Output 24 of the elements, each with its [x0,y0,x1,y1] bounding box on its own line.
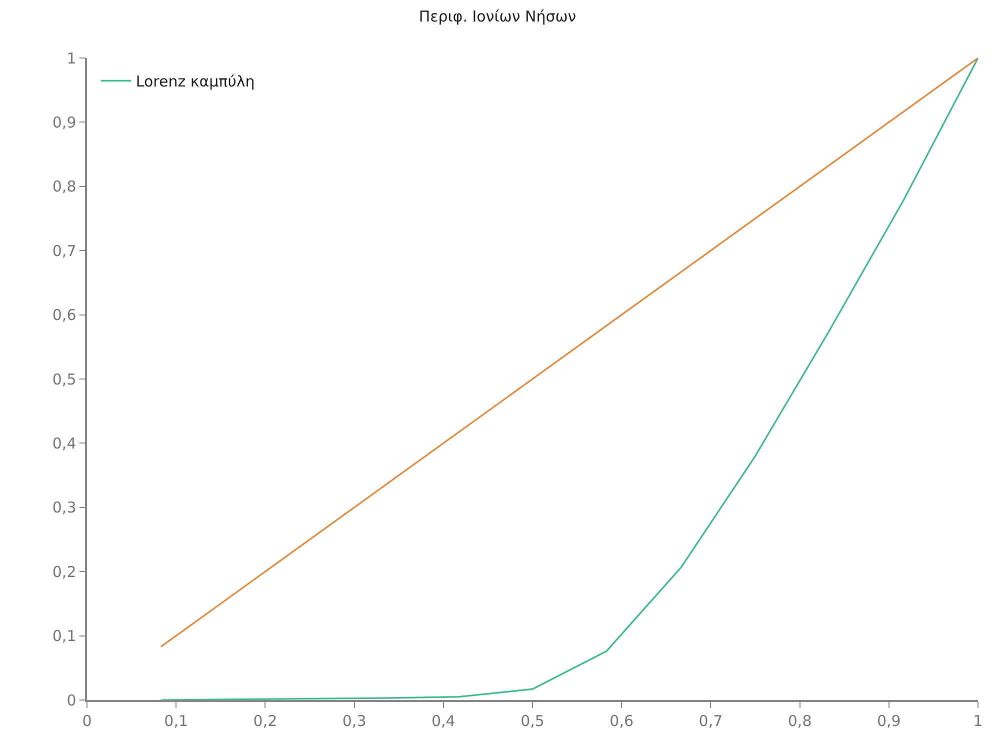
x-tick-label: 1 [973,712,983,730]
y-tick-label: 0,9 [52,113,76,132]
y-tick-label: 0,1 [52,627,76,646]
x-tick-label: 0,7 [698,712,723,730]
x-tick-label: 0,2 [253,712,278,730]
x-tick-label: 0,4 [431,712,456,730]
chart-title: Περιφ. Ιονίων Νήσων [418,8,576,26]
x-tick-label: 0,1 [164,712,188,730]
y-tick-label: 0,8 [52,178,76,196]
x-tick-label: 0,9 [876,712,901,730]
y-tick-label: 0,4 [52,434,76,452]
y-tick-label: 0,2 [52,562,76,581]
x-tick-label: 0,5 [520,712,544,730]
y-tick-label: 0,5 [52,370,76,388]
x-tick-label: 0,8 [788,712,812,730]
legend-label: Lorenz καμπύλη [136,72,255,91]
y-tick-label: 0,7 [52,242,76,260]
y-tick-label: 1 [66,49,76,68]
y-tick-label: 0,3 [52,498,76,517]
x-tick-label: 0,3 [342,712,366,730]
x-tick-label: 0 [82,712,92,730]
y-tick-label: 0 [66,691,76,710]
y-tick-label: 0,6 [52,306,76,324]
x-tick-label: 0,6 [610,712,634,730]
